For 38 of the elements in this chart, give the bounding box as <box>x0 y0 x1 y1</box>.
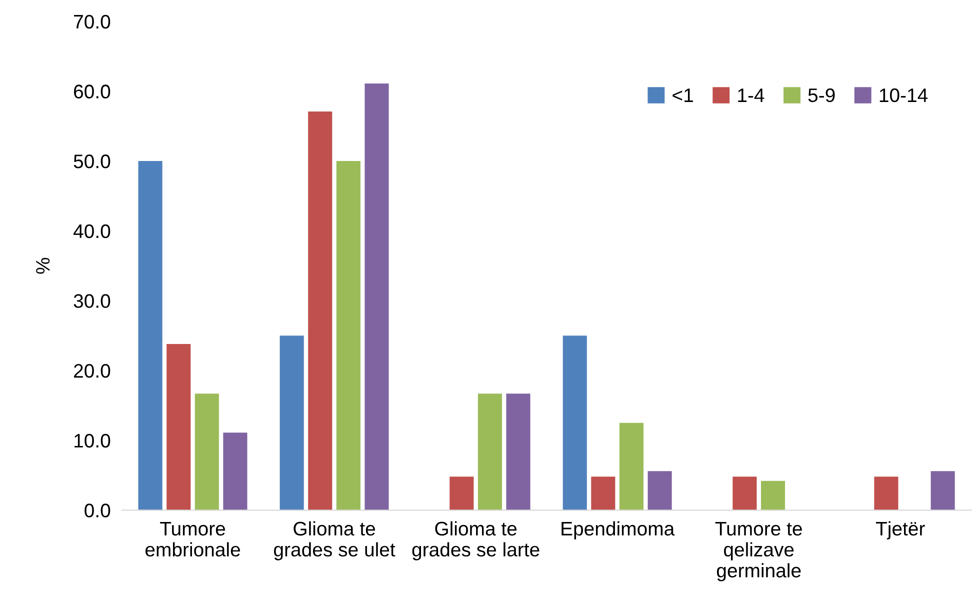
bar <box>336 161 360 510</box>
bar <box>138 161 162 510</box>
legend-label: 1-4 <box>738 88 764 102</box>
bar <box>478 394 502 510</box>
bar <box>506 394 530 510</box>
bar <box>760 480 786 510</box>
bar <box>619 422 644 510</box>
x-tick-label: Glioma te grades se larte <box>412 521 540 560</box>
x-tick-label: Tumore te qelizave germinale <box>715 522 802 582</box>
y-tick-label: 20.0 <box>74 364 110 378</box>
y-axis-title: % <box>36 258 50 274</box>
bar <box>562 336 587 510</box>
legend-label: 5-9 <box>808 88 835 102</box>
y-tick-label: 70.0 <box>74 14 110 29</box>
bar <box>166 344 191 510</box>
x-tick-label: Tumore embrionale <box>145 522 240 557</box>
bar <box>364 84 389 510</box>
bar <box>930 471 955 510</box>
bar <box>223 432 248 510</box>
x-tick-label: Ependimoma <box>562 521 675 540</box>
bar <box>280 336 304 510</box>
bar <box>648 471 672 510</box>
bar <box>591 476 616 510</box>
y-tick-label: 50.0 <box>74 154 110 168</box>
bar <box>308 111 332 510</box>
y-tick-label: 0.0 <box>84 504 110 518</box>
legend-label: 10-14 <box>880 88 928 102</box>
x-tick-label: Glioma te grades se ulet <box>274 521 396 560</box>
bar <box>450 476 474 510</box>
x-tick-label: Tjetër <box>876 521 925 540</box>
y-tick-label: 40.0 <box>73 224 110 238</box>
y-tick-label: 10.0 <box>74 434 110 448</box>
bar <box>194 394 219 510</box>
y-tick-label: 30.0 <box>74 294 110 308</box>
bar <box>874 476 898 510</box>
legend-label: <1 <box>672 88 693 102</box>
bar <box>732 476 757 510</box>
y-tick-label: 60.0 <box>74 84 110 98</box>
